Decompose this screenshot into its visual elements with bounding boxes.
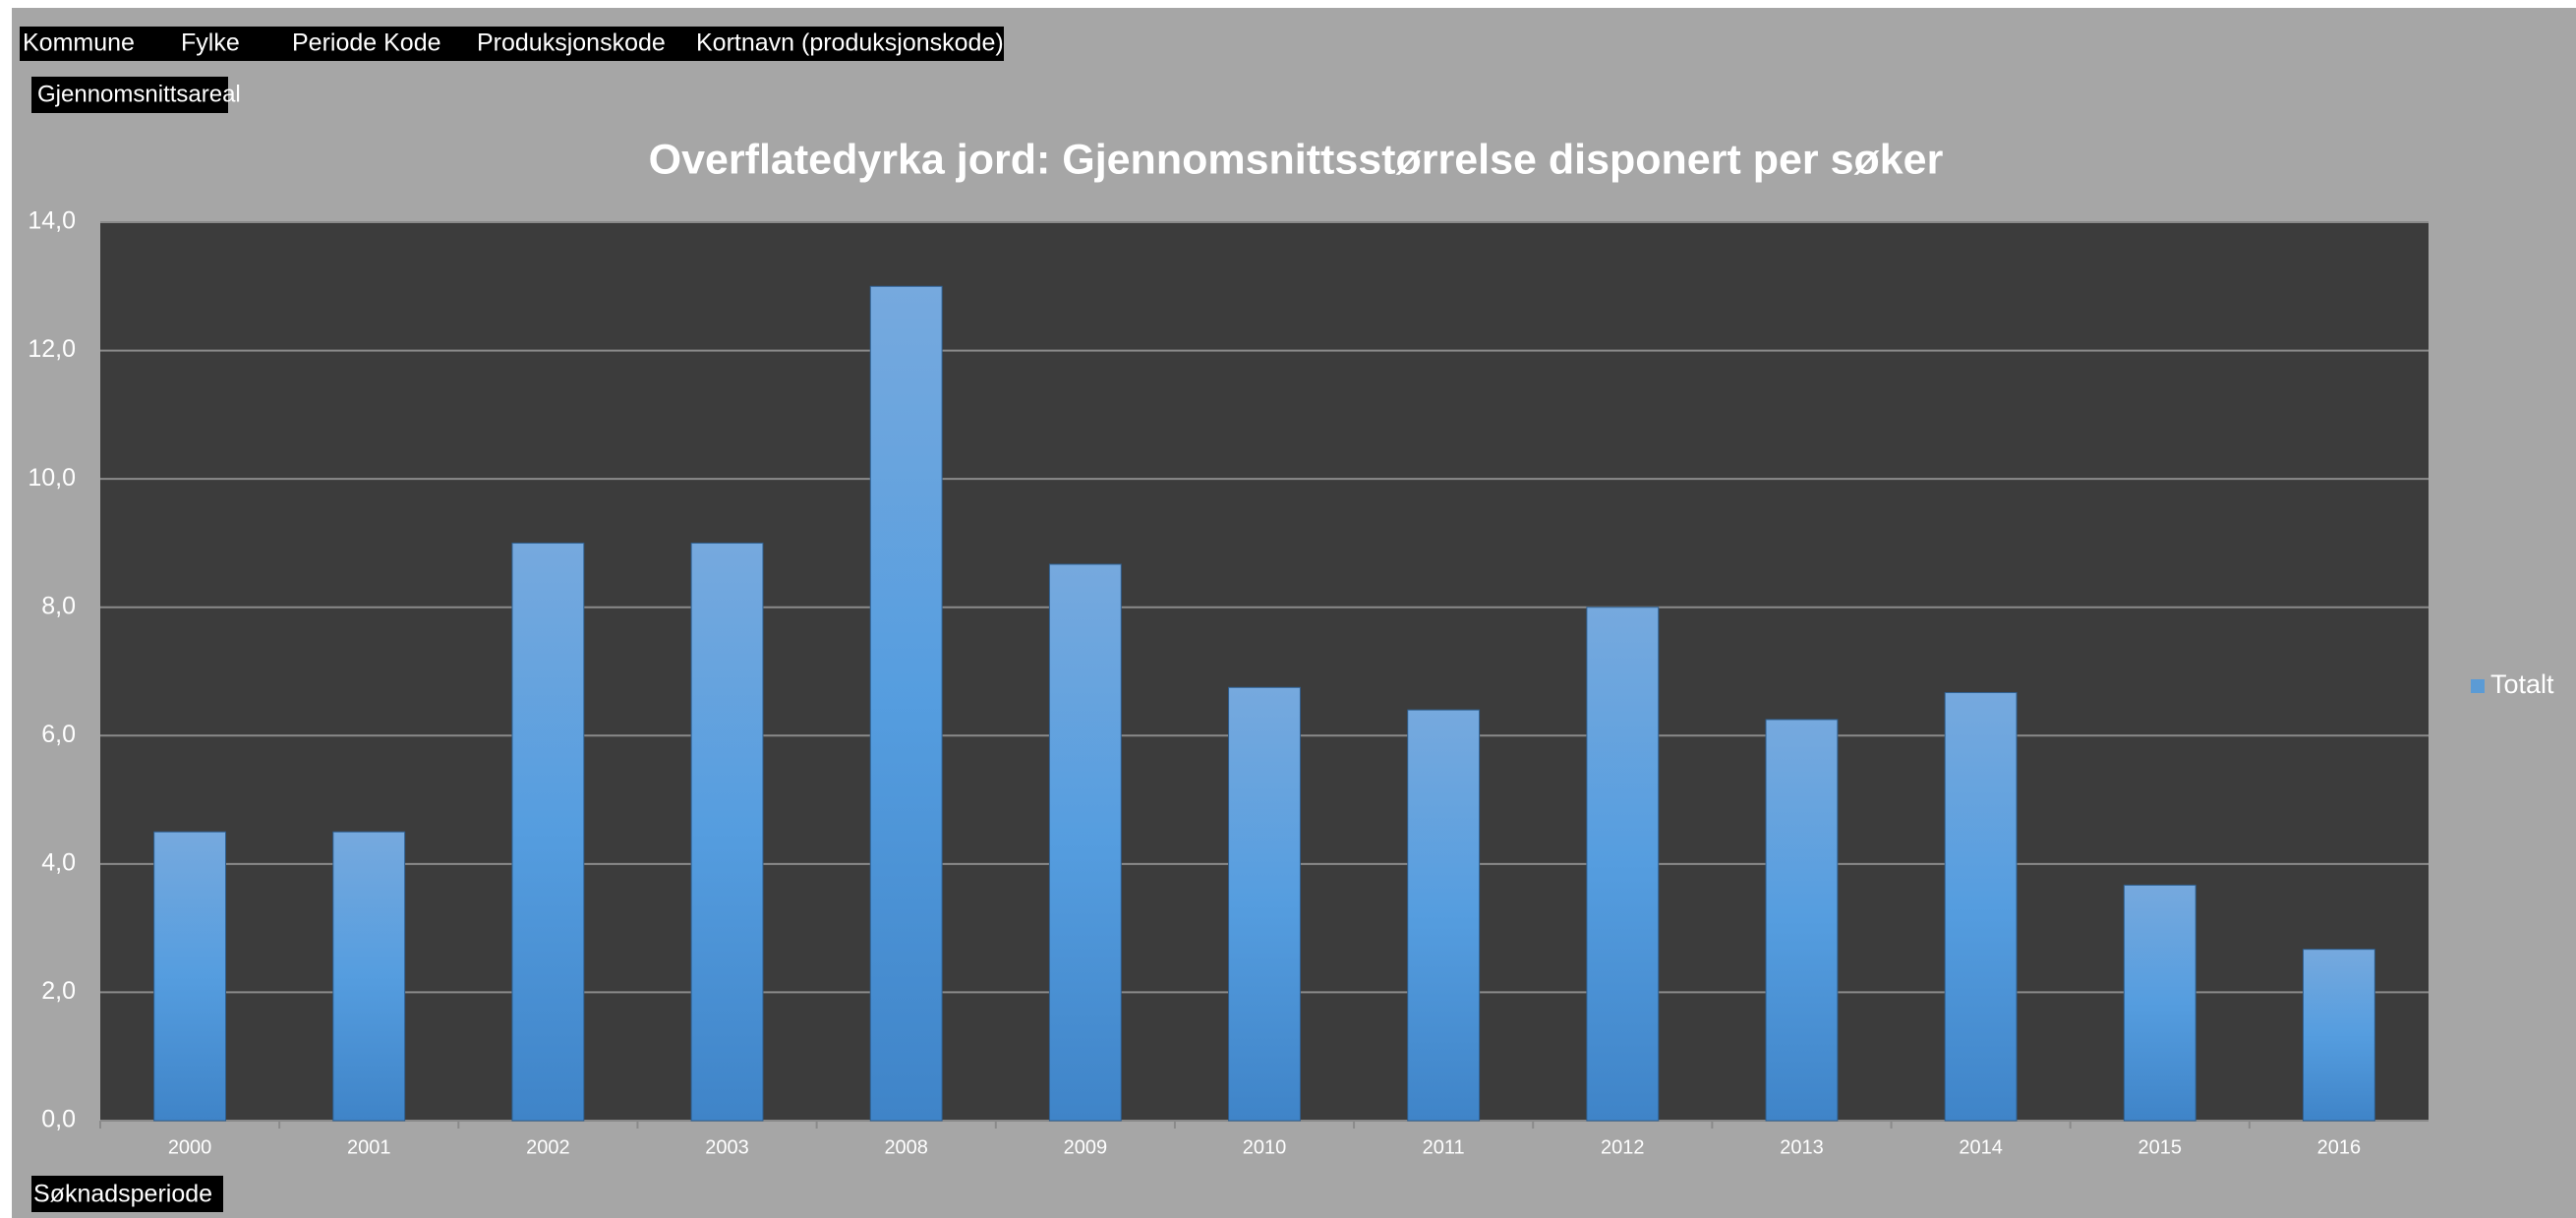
bar (153, 831, 227, 1122)
bar (2302, 949, 2375, 1122)
x-tick-label: 2015 (2138, 1136, 2183, 1158)
bar (1407, 709, 1481, 1122)
legend-label: Totalt (2490, 669, 2554, 699)
x-tick-label: 2003 (705, 1136, 749, 1158)
y-tick-label: 12,0 (28, 335, 76, 363)
value-field-button[interactable] (31, 77, 228, 113)
bar (869, 285, 943, 1122)
x-tick-label: 2000 (168, 1136, 212, 1158)
x-tick-label: 2008 (884, 1136, 928, 1158)
filter-field[interactable]: Periode Kode (292, 29, 441, 57)
bar (1048, 563, 1122, 1122)
filter-field[interactable]: Produksjonskode (477, 29, 666, 57)
axis-field-label[interactable]: Søknadsperiode (33, 1181, 212, 1208)
y-tick-label: 14,0 (28, 207, 76, 235)
y-tick-label: 4,0 (41, 848, 76, 876)
filter-field[interactable]: Fylke (181, 29, 240, 57)
x-tick-label: 2012 (1601, 1136, 1645, 1158)
x-tick-label: 2014 (1959, 1136, 2003, 1158)
x-tick-label: 2001 (347, 1136, 391, 1158)
x-tick-label: 2016 (2317, 1136, 2362, 1158)
x-tick-label: 2002 (526, 1136, 570, 1158)
bar (511, 542, 585, 1122)
y-tick-label: 2,0 (41, 977, 76, 1005)
x-tick-label: 2011 (1423, 1136, 1465, 1158)
axis-field-button[interactable] (31, 1176, 223, 1212)
x-tick-label: 2013 (1780, 1136, 1824, 1158)
bar (1944, 692, 2018, 1122)
y-tick-label: 0,0 (41, 1106, 76, 1133)
filter-field[interactable]: Kommune (23, 29, 135, 57)
filter-bar[interactable] (20, 27, 1004, 61)
filter-field[interactable]: Kortnavn (produksjonskode) (696, 29, 1004, 57)
bar (690, 542, 764, 1122)
bar (1586, 607, 1660, 1122)
y-tick-label: 10,0 (28, 464, 76, 492)
legend-marker (2471, 679, 2485, 693)
y-tick-label: 6,0 (41, 721, 76, 748)
y-tick-label: 8,0 (41, 592, 76, 619)
bar (1228, 686, 1301, 1122)
bar (332, 831, 406, 1122)
chart-title: Overflatedyrka jord: Gjennomsnittsstørre… (649, 136, 1944, 183)
value-field-label[interactable]: Gjennomsnittsareal (37, 81, 241, 107)
bar (2123, 884, 2196, 1122)
bar (1765, 719, 1839, 1122)
x-tick-label: 2009 (1064, 1136, 1108, 1158)
x-tick-label: 2010 (1243, 1136, 1287, 1158)
